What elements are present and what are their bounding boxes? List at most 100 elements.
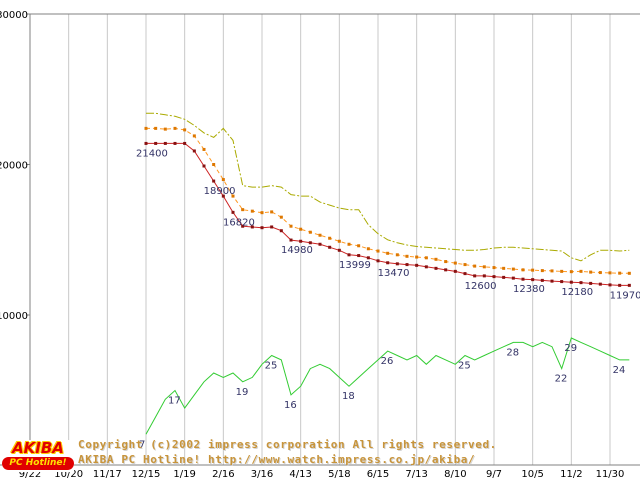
lowest-price-marker: [270, 225, 274, 229]
average-price-marker: [231, 194, 235, 198]
lowest-price-marker: [318, 242, 322, 246]
average-price-marker: [347, 242, 351, 246]
shop-count-value-label: 25: [265, 361, 278, 372]
average-price-marker: [212, 163, 216, 166]
average-price-marker: [250, 209, 254, 213]
lowest-price-marker: [154, 141, 158, 145]
lowest-price-marker: [415, 263, 419, 267]
average-price-marker: [560, 269, 564, 273]
x-tick-label: 3/16: [251, 469, 273, 480]
shop-count-value-label: 16: [284, 400, 297, 411]
lowest-price-marker: [608, 283, 612, 287]
lowest-price-marker: [192, 149, 196, 153]
lowest-price-marker: [453, 269, 457, 273]
x-tick-label: 12/15: [132, 469, 161, 480]
lowest-price-value-label: 16820: [223, 217, 255, 228]
shop-count-value-label: 19: [236, 387, 249, 398]
average-price-marker: [627, 271, 631, 275]
site-credit-text: AKIBA PC Hotline! http://www.watch.impre…: [78, 453, 476, 466]
lowest-price-value-label: 21400: [136, 148, 168, 159]
average-price-marker: [589, 270, 593, 274]
average-price-marker: [540, 269, 544, 273]
lowest-price-marker: [260, 226, 264, 230]
average-price-marker: [154, 126, 158, 130]
average-price-marker: [405, 254, 409, 258]
average-price-marker: [328, 236, 332, 240]
average-price-marker: [270, 210, 274, 214]
lowest-price-marker: [144, 141, 148, 145]
shop-count-value-label: 22: [555, 374, 568, 385]
average-price-marker: [550, 269, 554, 273]
copyright-text: Copyright (c)2002 impress corporation Al…: [78, 438, 497, 451]
shop-count-value-label: 7: [139, 439, 145, 450]
lowest-price-value-label: 12380: [513, 284, 545, 295]
x-tick-label: 1/19: [173, 469, 195, 480]
lowest-price-marker: [482, 274, 486, 278]
average-price-marker: [502, 266, 506, 270]
lowest-price-marker: [569, 280, 573, 284]
x-tick-label: 2/16: [212, 469, 234, 480]
lowest-price-marker: [560, 280, 564, 284]
average-price-marker: [473, 264, 477, 268]
average-price-marker: [608, 271, 612, 275]
lowest-price-marker: [299, 239, 303, 243]
average-price-marker: [453, 261, 457, 265]
lowest-price-marker: [589, 281, 593, 285]
average-price-marker: [569, 270, 573, 274]
average-price-marker: [221, 178, 225, 182]
lowest-price-marker: [241, 224, 245, 228]
average-price-marker: [424, 256, 428, 260]
lowest-price-marker: [521, 277, 525, 281]
x-tick-label: 10/20: [54, 469, 83, 480]
shop-count-value-label: 17: [168, 396, 181, 407]
lowest-price-marker: [511, 276, 515, 280]
average-price-marker: [434, 257, 438, 261]
average-price-marker: [482, 265, 486, 269]
x-tick-label: 11/17: [93, 469, 122, 480]
lowest-price-marker: [550, 279, 554, 283]
lowest-price-marker: [289, 238, 293, 242]
x-tick-label: 11/2: [560, 469, 582, 480]
lowest-price-marker: [531, 278, 535, 282]
average-price-marker: [492, 266, 496, 270]
lowest-price-marker: [231, 210, 235, 214]
average-price-marker: [308, 230, 312, 234]
lowest-price-marker: [598, 282, 602, 286]
average-price-marker: [463, 263, 467, 267]
average-price-marker: [415, 255, 419, 259]
shop-count-value-label: 29: [564, 343, 577, 354]
average-price-marker: [511, 267, 515, 271]
average-price-marker: [598, 271, 602, 275]
lowest-price-marker: [347, 253, 351, 257]
average-price-marker: [183, 128, 187, 132]
average-price-marker: [521, 268, 525, 272]
average-price-marker: [163, 127, 167, 131]
lowest-price-marker: [212, 179, 216, 183]
lowest-price-marker: [376, 259, 380, 263]
lowest-price-marker: [434, 266, 438, 270]
lowest-price-marker: [627, 283, 631, 287]
average-price-marker: [395, 253, 399, 257]
lowest-price-marker: [202, 164, 206, 168]
average-price-marker: [299, 227, 303, 231]
lowest-price-marker: [173, 141, 177, 145]
lowest-price-marker: [463, 272, 467, 276]
average-price-marker: [192, 134, 196, 138]
x-tick-label: 6/15: [367, 469, 389, 480]
x-tick-label: 11/30: [596, 469, 625, 480]
average-price-marker: [444, 260, 448, 264]
shop-count-value-label: 24: [613, 365, 626, 376]
lowest-price-marker: [250, 225, 254, 229]
lowest-price-value-label: 14980: [281, 245, 313, 256]
lowest-price-marker: [337, 248, 341, 252]
lowest-price-marker: [540, 278, 544, 282]
lowest-price-marker: [424, 265, 428, 269]
average-price-marker: [618, 271, 622, 275]
shop-count-value-label: 28: [506, 347, 519, 358]
average-price-marker: [318, 233, 322, 237]
lowest-price-marker: [163, 141, 167, 145]
lowest-price-marker: [405, 263, 409, 267]
x-tick-label: 7/13: [405, 469, 427, 480]
